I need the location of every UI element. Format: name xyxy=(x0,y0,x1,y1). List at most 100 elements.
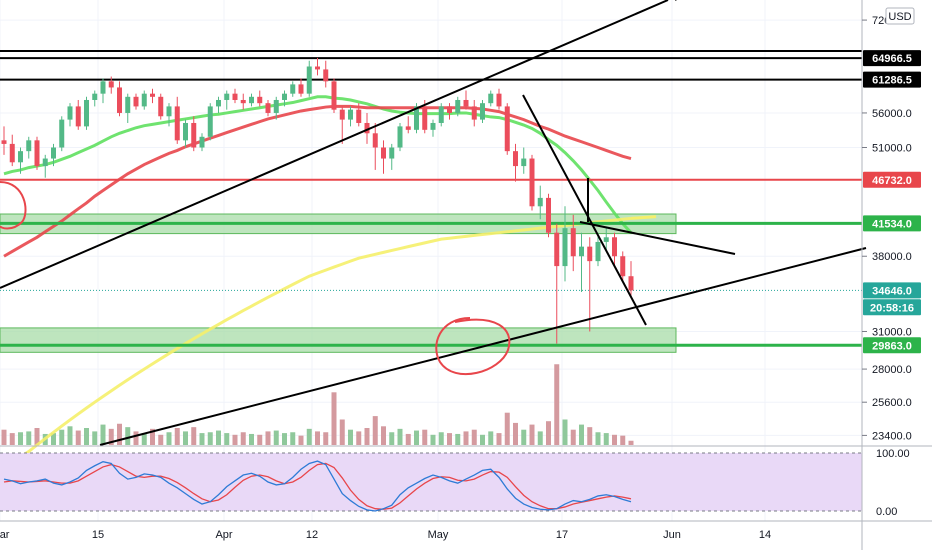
candle-body xyxy=(224,93,230,100)
price-tick-label: 51000.0 xyxy=(872,143,912,155)
price-label-text: 46732.0 xyxy=(872,175,912,187)
currency-badge[interactable]: USD xyxy=(885,7,915,25)
volume-bar xyxy=(183,431,188,445)
volume-bar xyxy=(67,426,73,445)
volume-bar xyxy=(554,364,560,445)
annotations xyxy=(0,181,511,376)
volume-bar xyxy=(9,433,15,445)
candle-body xyxy=(51,147,56,159)
price-label-box xyxy=(863,337,921,354)
volume-bar xyxy=(529,424,535,445)
price-tick-label: 25600.0 xyxy=(872,397,912,409)
candle-body xyxy=(529,158,535,207)
candle-body xyxy=(240,99,246,104)
candle-body xyxy=(249,96,254,104)
candle-body xyxy=(265,103,271,113)
candle-body xyxy=(257,96,263,104)
candle-body xyxy=(480,103,485,120)
oscillator-tick-label: 0.00 xyxy=(876,506,897,518)
price-label: 20:58:16 xyxy=(863,299,921,316)
candle-body xyxy=(150,93,155,97)
price-axis[interactable]: 72000.056000.051000.038000.031000.028000… xyxy=(861,0,921,550)
trendline xyxy=(522,94,647,326)
volume-bar xyxy=(26,431,32,445)
volume-bar xyxy=(232,434,238,445)
price-axis-ticks: 72000.056000.051000.038000.031000.028000… xyxy=(862,15,912,442)
time-tick-label: Mar xyxy=(0,529,10,541)
volume-bar xyxy=(504,412,510,445)
volume-bar xyxy=(397,428,403,445)
time-tick-label: 12 xyxy=(306,529,318,541)
volume-bar xyxy=(273,430,279,445)
support-zone xyxy=(0,327,677,353)
candle-body xyxy=(438,106,444,123)
candle-body xyxy=(34,140,40,167)
volume-bar xyxy=(364,428,370,445)
candle-body xyxy=(455,99,461,113)
candle-body xyxy=(174,106,180,141)
oscillator-axis-ticks: 100.00 0.00 xyxy=(876,448,910,518)
volume-bar xyxy=(620,435,626,445)
time-tick-label: 17 xyxy=(556,529,568,541)
price-label: 64966.5 xyxy=(863,50,921,67)
price-tick-label: 56000.0 xyxy=(872,108,912,120)
candle-body xyxy=(422,106,428,130)
volume-bar xyxy=(471,429,477,445)
price-label-box xyxy=(863,50,921,67)
oscillator-pane[interactable] xyxy=(0,445,932,512)
candle-body xyxy=(628,276,634,291)
highlight-circle xyxy=(0,181,27,230)
candle-body xyxy=(603,237,609,242)
volume-bar xyxy=(372,416,378,445)
main-pane[interactable] xyxy=(0,0,867,521)
candle-body xyxy=(331,81,337,110)
price-tick-label: 23400.0 xyxy=(872,430,912,442)
volume-bar xyxy=(537,431,543,445)
candle-body xyxy=(504,106,510,152)
candle-body xyxy=(42,158,48,167)
candle-body xyxy=(290,84,296,94)
volume-bar xyxy=(463,431,469,445)
candle-body xyxy=(207,106,213,137)
trendline xyxy=(0,0,669,289)
volume-bar xyxy=(282,433,287,445)
volume-bar xyxy=(298,435,304,445)
trendline xyxy=(579,221,736,255)
time-tick-label: May xyxy=(428,529,449,541)
moving-averages xyxy=(3,95,657,468)
trendline xyxy=(99,247,867,446)
volume-bar xyxy=(100,424,106,445)
volume-bar xyxy=(150,428,155,445)
candle-body xyxy=(372,133,378,148)
volume-bar xyxy=(339,419,345,445)
candle-body xyxy=(117,87,122,113)
volume-bar xyxy=(108,428,114,445)
stoch-k-line xyxy=(3,460,632,512)
candle-body xyxy=(59,119,65,148)
volume-bar xyxy=(84,428,89,445)
oscillator-tick-label: 100.00 xyxy=(876,448,910,460)
price-label-text: 61286.5 xyxy=(872,75,912,87)
trendlines xyxy=(0,0,867,446)
volume-bar xyxy=(125,427,131,445)
candle-body xyxy=(323,69,329,82)
price-label: 41534.0 xyxy=(863,215,921,232)
candle-body xyxy=(389,147,395,159)
candle-body xyxy=(521,158,527,167)
volume-bar xyxy=(92,431,98,445)
candle-body xyxy=(471,106,477,120)
moving-average-line xyxy=(3,216,632,468)
moving-average-line xyxy=(3,104,632,258)
volume-bar xyxy=(166,432,172,445)
candle-body xyxy=(84,99,89,127)
candle-body xyxy=(92,93,98,100)
volume-bar xyxy=(331,392,337,445)
volume-bar xyxy=(199,433,205,445)
volume-bar xyxy=(579,424,584,445)
time-axis[interactable]: Mar 15 Apr 12 May 17 Jun 14 xyxy=(0,520,932,541)
volume-bar xyxy=(612,434,617,445)
candle-body xyxy=(414,106,419,130)
volume-bar xyxy=(562,419,568,445)
volume-bar xyxy=(422,429,428,445)
